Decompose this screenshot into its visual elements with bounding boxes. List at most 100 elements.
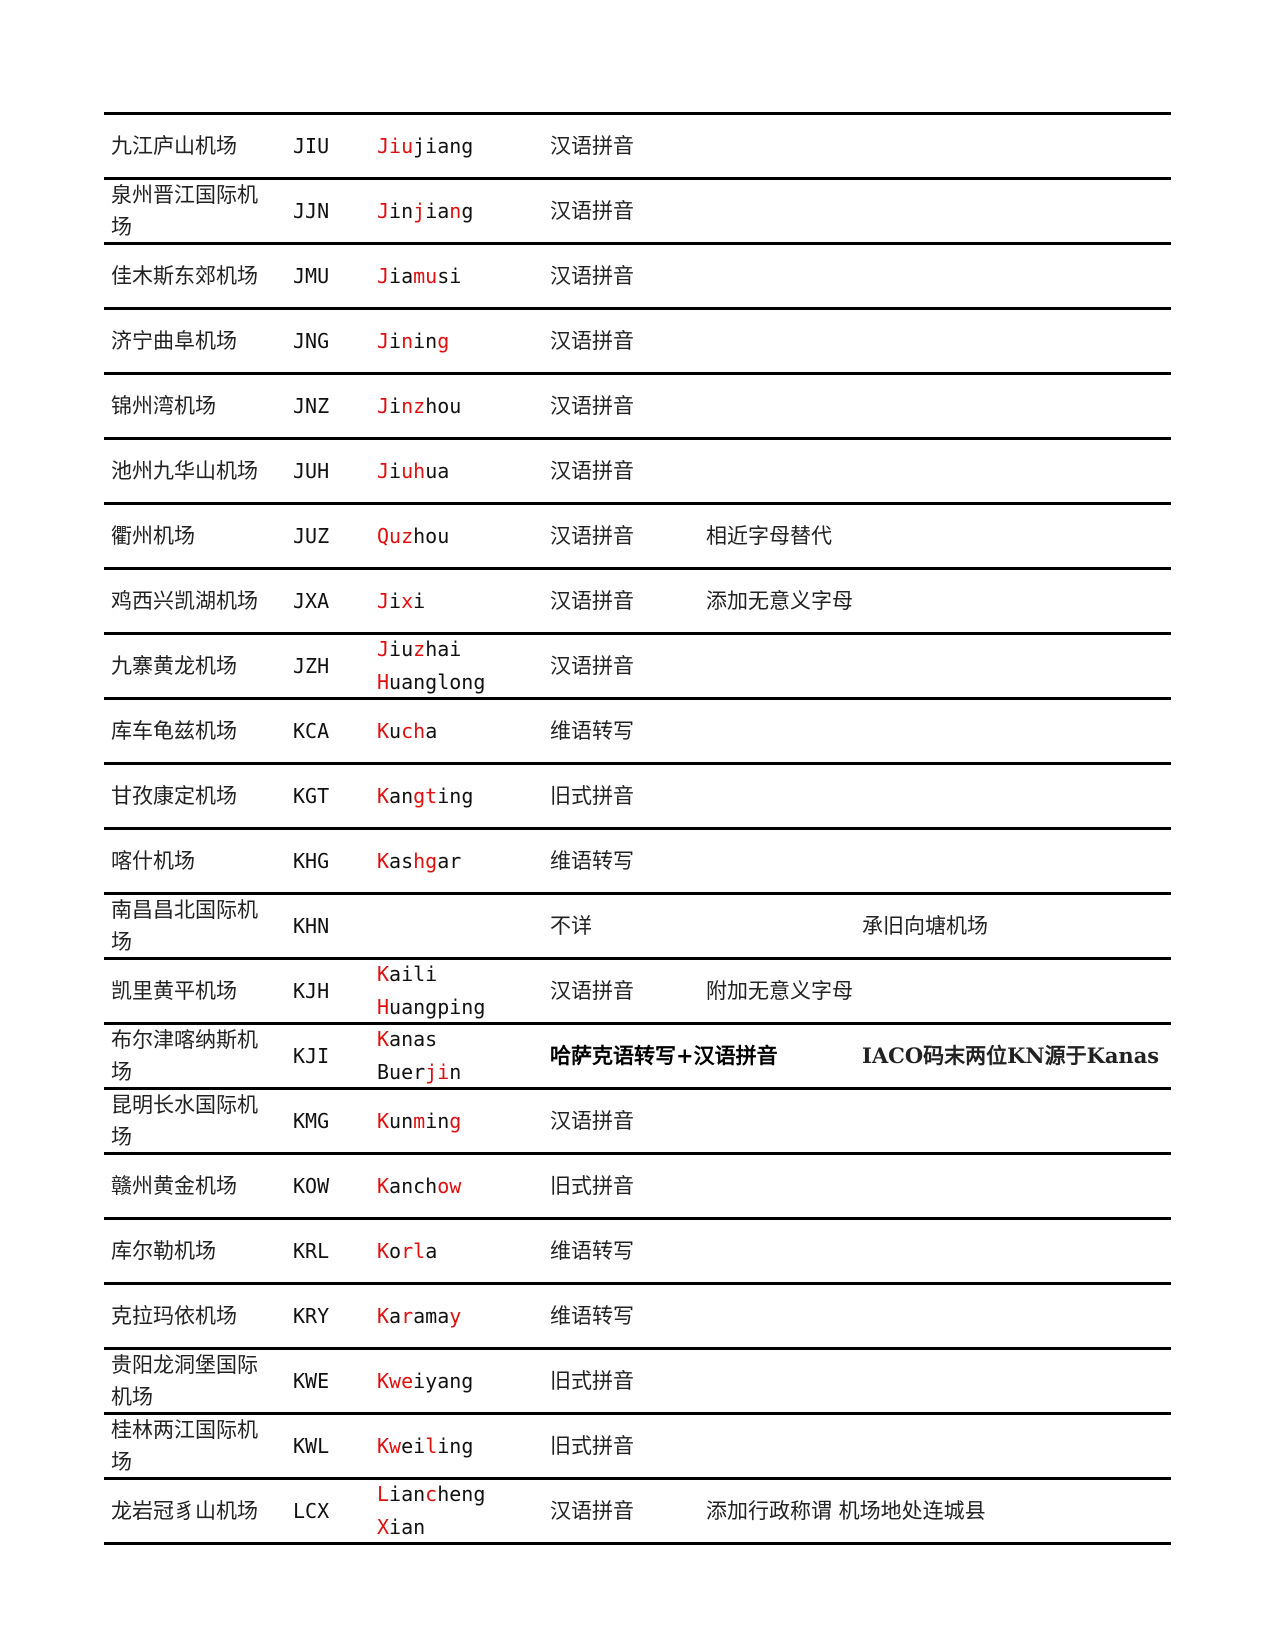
iata-code: JIU [293, 133, 330, 158]
romanization-line: Kanchow [377, 1170, 461, 1203]
airport-name: 昆明长水国际机场 [111, 1093, 258, 1149]
romanization: Korla [377, 1220, 547, 1282]
plain-letters: u [389, 718, 402, 743]
highlighted-letters: K [377, 1173, 390, 1198]
remark [862, 1415, 1182, 1477]
plain-letters: iu [389, 637, 414, 661]
romanization: Kanas Buerjin [377, 1025, 547, 1087]
highlighted-letters: rl [401, 1238, 426, 1263]
romanization-method: 哈萨克语转写+汉语拼音 [550, 1043, 778, 1068]
plain-letters: o [389, 1238, 402, 1263]
highlighted-letters: J [377, 588, 390, 613]
romanization-line: Jiujiang [377, 130, 473, 163]
romanization-method: 旧式拼音 [550, 1174, 634, 1198]
romanization-line: Jinjiang [377, 195, 473, 228]
airport-name: 凯里黄平机场 [111, 979, 237, 1003]
romanization-line: Huangping [377, 991, 485, 1024]
note: 添加行政称谓 机场地处连城县 [706, 1499, 986, 1523]
romanization-method: 不详 [550, 914, 592, 938]
airport-name: 克拉玛依机场 [111, 1304, 237, 1328]
airport-name: 衢州机场 [111, 524, 195, 548]
remark [862, 310, 1182, 372]
table-row: 佳木斯东郊机场 JMU Jiamusi 汉语拼音 [104, 245, 1171, 310]
iata-code: KWL [293, 1433, 330, 1458]
table-row: 克拉玛依机场 KRY Karamay 维语转写 [104, 1285, 1171, 1350]
romanization-line: Jiamusi [377, 260, 461, 293]
highlighted-letters: j [413, 198, 426, 223]
table-row: 赣州黄金机场 KOW Kanchow 旧式拼音 [104, 1155, 1171, 1220]
remark [862, 1155, 1182, 1217]
plain-letters: a [425, 718, 438, 743]
airport-name: 赣州黄金机场 [111, 1174, 237, 1198]
highlighted-letters: ch [401, 718, 426, 743]
airport-name: 桂林两江国际机场 [111, 1418, 258, 1474]
airport-name: 布尔津喀纳斯机场 [111, 1028, 258, 1084]
romanization-method: 汉语拼音 [550, 1499, 634, 1523]
highlighted-letters: K [377, 1238, 390, 1263]
airport-name: 九寨黄龙机场 [111, 654, 237, 678]
plain-letters: ama [413, 1303, 450, 1328]
table-row: 布尔津喀纳斯机场 KJI Kanas Buerjin 哈萨克语转写+汉语拼音 IACO码末… [104, 1025, 1171, 1090]
note: 添加无意义字母 [706, 589, 853, 613]
airport-name: 鸡西兴凯湖机场 [111, 589, 258, 613]
iata-code: KJH [293, 978, 330, 1003]
romanization: Kweiling [377, 1415, 547, 1477]
highlighted-letters: Jiu [377, 133, 414, 158]
romanization-line: Kashgar [377, 845, 461, 878]
romanization-line: Buerjin [377, 1056, 461, 1089]
highlighted-letters: z [413, 637, 426, 661]
highlighted-letters: J [377, 328, 390, 353]
remark [862, 440, 1182, 502]
table-row: 九江庐山机场 JIU Jiujiang 汉语拼音 [104, 115, 1171, 180]
table-row: 南昌昌北国际机场 KHN 不详 承旧向塘机场 [104, 895, 1171, 960]
plain-letters: i [389, 328, 402, 353]
plain-letters: ing [437, 1433, 474, 1458]
airport-name: 南昌昌北国际机场 [111, 898, 258, 954]
romanization-method: 汉语拼音 [550, 654, 634, 678]
plain-letters: n [449, 1060, 462, 1084]
romanization: Kweiyang [377, 1350, 547, 1412]
highlighted-letters: J [377, 263, 390, 288]
plain-letters: Buer [377, 1060, 426, 1084]
highlighted-letters: H [377, 995, 390, 1019]
remark [862, 1350, 1182, 1412]
highlighted-letters: K [377, 783, 390, 808]
highlighted-letters: n [401, 328, 414, 353]
remark [862, 1480, 1182, 1542]
table-row: 龙岩冠豸山机场 LCX Liancheng Xian 汉语拼音 添加行政称谓 机场地处连城… [104, 1480, 1171, 1545]
plain-letters: hou [425, 393, 462, 418]
highlighted-letters: l [425, 1433, 438, 1458]
romanization-method: 汉语拼音 [550, 979, 634, 1003]
remark [862, 960, 1182, 1022]
highlighted-letters: Kw [377, 1433, 402, 1458]
plain-letters: uangping [389, 995, 486, 1019]
plain-letters: in [425, 1108, 450, 1133]
remark [862, 1090, 1182, 1152]
highlighted-letters: J [377, 198, 390, 223]
highlighted-letters: H [377, 670, 390, 694]
plain-letters: i [389, 458, 402, 483]
iata-code: KOW [293, 1173, 330, 1198]
romanization-method: 维语转写 [550, 1239, 634, 1263]
highlighted-letters: K [377, 1108, 390, 1133]
romanization-line: Kanas [377, 1023, 437, 1056]
airport-name: 池州九华山机场 [111, 459, 258, 483]
romanization-line: Huanglong [377, 666, 485, 699]
plain-letters: heng [437, 1482, 486, 1506]
highlighted-letters: g [437, 328, 450, 353]
iata-code: JNZ [293, 393, 330, 418]
table-row: 九寨黄龙机场 JZH Jiuzhai Huanglong 汉语拼音 [104, 635, 1171, 700]
iata-code: JUZ [293, 523, 330, 548]
highlighted-letters: L [377, 1482, 390, 1506]
romanization-line: Jiuzhai [377, 633, 461, 666]
table-row: 昆明长水国际机场 KMG Kunming 汉语拼音 [104, 1090, 1171, 1155]
plain-letters: ian [389, 1515, 426, 1539]
romanization-method: 汉语拼音 [550, 394, 634, 418]
highlighted-letters: K [377, 1027, 390, 1051]
romanization-line: Kaili [377, 958, 437, 991]
table-row: 贵阳龙洞堡国际机场 KWE Kweiyang 旧式拼音 [104, 1350, 1171, 1415]
romanization-line: Kunming [377, 1105, 461, 1138]
table-row: 库尔勒机场 KRL Korla 维语转写 [104, 1220, 1171, 1285]
plain-letters: i [413, 588, 426, 613]
highlighted-letters: y [449, 1303, 462, 1328]
